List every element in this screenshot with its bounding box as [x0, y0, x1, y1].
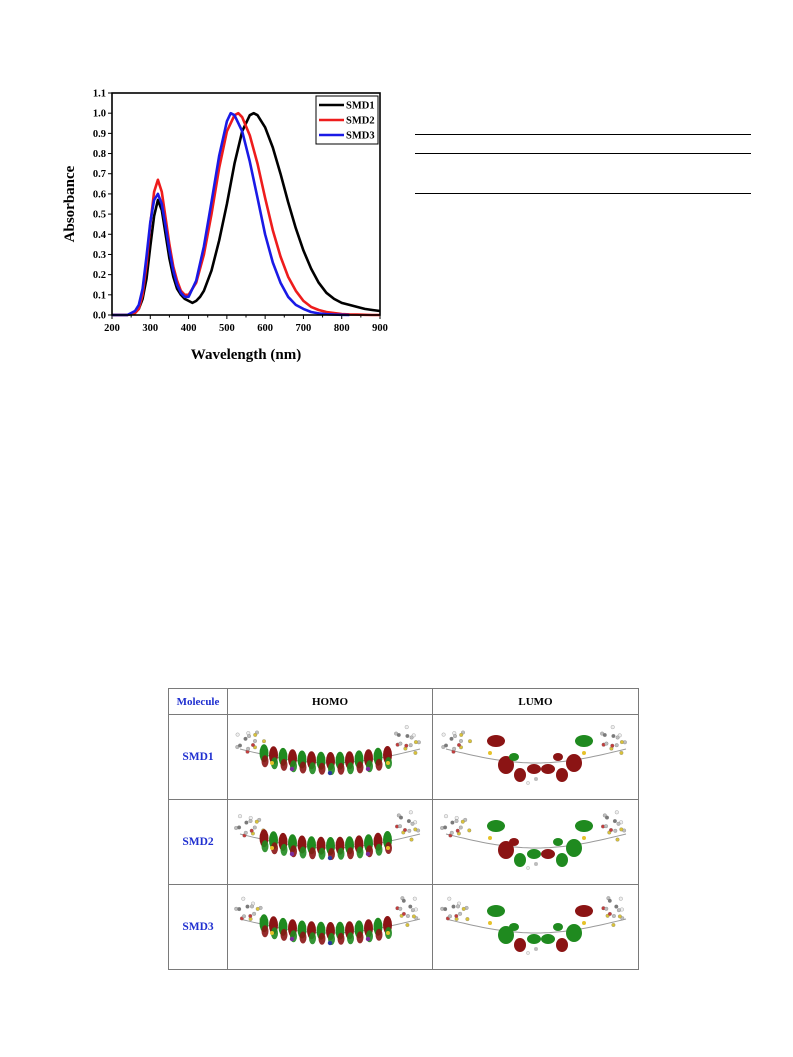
legend-label: SMD1	[346, 101, 375, 112]
y-tick-label: 1.0	[93, 109, 106, 120]
table-rule-bottom	[415, 193, 751, 194]
y-tick-label: 0.1	[93, 290, 106, 301]
y-tick-label: 0.3	[93, 250, 106, 261]
frontier-orbital-table: Molecule HOMO LUMO SMD1 SMD2 SMD3	[168, 688, 639, 970]
table-rule-header	[415, 153, 751, 154]
molecule-header: Molecule	[168, 688, 228, 715]
molecule-name: SMD1	[168, 714, 228, 800]
x-tick-label: 900	[372, 323, 388, 334]
plot-frame	[111, 92, 381, 316]
lumo-orbital-cell	[432, 799, 639, 885]
y-tick-label: 0.8	[93, 149, 106, 160]
table-row: SMD1	[168, 714, 639, 800]
y-tick-label: 0.2	[93, 270, 106, 281]
molecule-name: SMD3	[168, 884, 228, 970]
lumo-orbital-image	[439, 896, 626, 955]
y-tick-label: 0.6	[93, 189, 106, 200]
series-line-smd2	[112, 111, 380, 317]
x-axis-title: Wavelength (nm)	[191, 347, 301, 363]
series-line-smd3	[112, 111, 350, 317]
table-header-row: Molecule HOMO LUMO	[168, 688, 639, 715]
homo-orbital-cell	[227, 799, 433, 885]
homo-orbital-image	[234, 810, 421, 861]
y-tick-label: 0.5	[93, 210, 106, 221]
homo-orbital-image	[235, 725, 421, 776]
homo-orbital-cell	[227, 714, 433, 800]
y-tick-label: 0.9	[93, 129, 106, 140]
series-line-smd1	[112, 111, 381, 317]
y-tick-label: 0.0	[93, 311, 106, 322]
x-tick-label: 400	[181, 323, 197, 334]
y-tick-label: 1.1	[93, 89, 106, 100]
x-tick-label: 800	[334, 323, 350, 334]
homo-orbital-image	[234, 896, 421, 946]
x-tick-label: 500	[219, 323, 235, 334]
x-tick-label: 300	[142, 323, 158, 334]
table-row: SMD3	[168, 884, 639, 970]
lumo-orbital-image	[440, 725, 627, 785]
x-tick-label: 600	[257, 323, 273, 334]
legend-label: SMD3	[346, 131, 375, 142]
axis-ticks: 200 300 400 500 600 700 800 900 0.0 0.1 0.2 0.3 0.4 0…	[93, 89, 388, 335]
homo-header: HOMO	[227, 688, 433, 715]
lumo-header: LUMO	[432, 688, 639, 715]
x-tick-label: 700	[296, 323, 312, 334]
y-axis-title: Absorbance	[62, 165, 78, 242]
series-lines	[112, 111, 381, 317]
table-rule-top	[415, 134, 751, 135]
legend-label: SMD2	[346, 116, 375, 127]
y-tick-label: 0.7	[93, 169, 106, 180]
lumo-orbital-cell	[432, 714, 639, 800]
homo-orbital-cell	[227, 884, 433, 970]
molecule-name: SMD2	[168, 799, 228, 885]
absorbance-chart: 200 300 400 500 600 700 800 900 0.0 0.1 0.2 0.3 0.4 0…	[62, 89, 388, 364]
y-tick-label: 0.4	[93, 230, 107, 241]
x-tick-label: 200	[104, 323, 120, 334]
table-row: SMD2	[168, 799, 639, 885]
lumo-orbital-cell	[432, 884, 639, 970]
legend: SMD1 SMD2 SMD3	[315, 95, 379, 145]
lumo-orbital-image	[439, 810, 626, 870]
